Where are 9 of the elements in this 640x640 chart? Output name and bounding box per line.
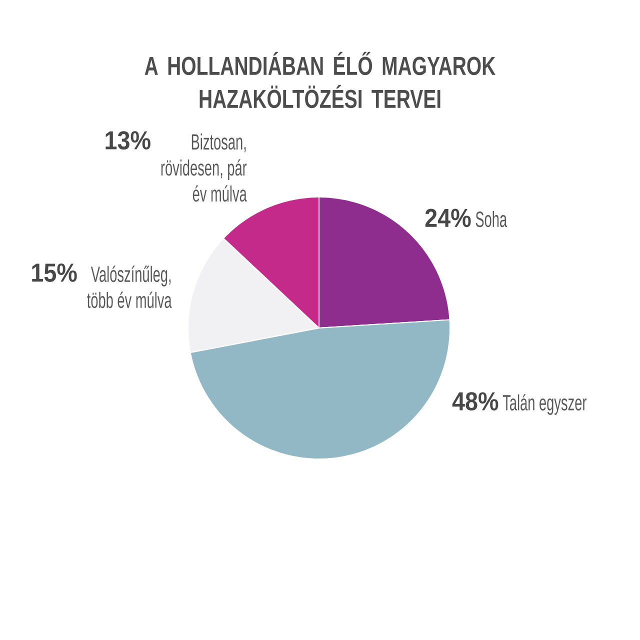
slice-label: Biztosan, rövidesen, pár év múlva [161,134,247,202]
chart-title: A HOLLANDIÁBAN ÉLŐ MAGYAROK HAZAKÖLTÖZÉSI TERVEI [144,52,496,108]
data-label: 24% [425,208,471,228]
slice-label: Talán egyszer [502,394,587,415]
slice-label: Valószínűleg, több év múlva [87,266,172,308]
slice-label: Soha [476,210,508,228]
data-label: 13% [106,131,150,150]
data-label: 15% [32,264,77,282]
data-label: 48% [452,392,498,411]
